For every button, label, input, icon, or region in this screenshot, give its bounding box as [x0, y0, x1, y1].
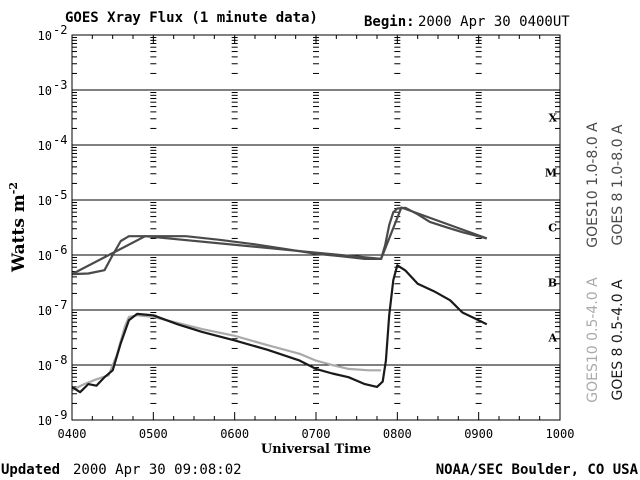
minor-tick-layer [72, 34, 560, 421]
legend-entry-1: GOES 8 1.0-8.0 A [610, 124, 626, 245]
y-tick-base: 10 [38, 249, 52, 263]
y-axis-ticks: 10-910-810-710-610-510-410-310-2 [38, 23, 560, 428]
y-tick-label: 10 [38, 139, 52, 153]
chart-title: GOES Xray Flux (1 minute data) [65, 10, 318, 26]
y-tick-exponent: -4 [53, 133, 67, 147]
legend-entry-2: GOES10 0.5-4.0 A [585, 277, 601, 403]
y-tick-base: 10 [38, 304, 52, 318]
x-tick-label: 0700 [302, 427, 331, 441]
flare-class-X: X [548, 112, 557, 125]
x-tick-label: 0500 [139, 427, 168, 441]
series-line-1 [71, 206, 488, 276]
y-tick-exponent: -8 [53, 353, 67, 367]
series-layer [71, 206, 488, 394]
x-axis-label: Universal Time [261, 442, 371, 457]
flare-class-B: B [548, 277, 557, 290]
x-axis-ticks: 0400 0500 0600 0700 0800 0900 1000 [58, 35, 575, 441]
y-tick-exponent: -2 [53, 23, 67, 37]
y-tick-base: 10 [38, 414, 52, 428]
y-tick-base: 10 [38, 359, 52, 373]
y-tick-label: 10 [38, 194, 52, 208]
legend-entry-0: GOES10 1.0-8.0 A [585, 122, 601, 248]
updated-label: Updated [1, 462, 60, 478]
y-tick-label: 10 [38, 29, 52, 43]
y-tick-label: 10 [38, 359, 52, 373]
updated-value: 2000 Apr 30 09:08:02 [73, 462, 242, 478]
y-tick-base: 10 [38, 29, 52, 43]
y-axis-label-text: Watts m [9, 194, 29, 273]
flare-class-labels: A B C M X [545, 112, 558, 345]
y-tick-label: 10 [38, 304, 52, 318]
flare-class-A: A [547, 332, 557, 345]
y-tick-exponent: -5 [53, 188, 67, 202]
flare-class-C: C [548, 222, 557, 235]
y-axis-label: Watts m-2 [7, 182, 29, 273]
flare-class-M: M [545, 167, 557, 180]
legend: GOES10 1.0-8.0 A GOES 8 1.0-8.0 A GOES10 0… [585, 122, 626, 403]
begin-value: 2000 Apr 30 0400UT [418, 14, 570, 30]
y-tick-base: 10 [38, 84, 52, 98]
x-tick-label: 0800 [383, 427, 412, 441]
y-tick-label: 10 [38, 249, 52, 263]
y-tick-exponent: -6 [53, 243, 67, 257]
y-axis-label-exponent: -2 [7, 182, 20, 194]
y-tick-base: 10 [38, 139, 52, 153]
y-tick-base: 10 [38, 194, 52, 208]
series-line-2 [71, 314, 382, 392]
x-tick-label: 0900 [464, 427, 493, 441]
series-line-3 [71, 264, 488, 394]
x-tick-label: 1000 [546, 427, 575, 441]
legend-entry-3: GOES 8 0.5-4.0 A [610, 279, 626, 400]
y-tick-exponent: -3 [53, 78, 67, 92]
x-tick-label: 0600 [220, 427, 249, 441]
begin-label: Begin: [364, 14, 415, 30]
y-tick-label: 10 [38, 84, 52, 98]
y-tick-exponent: -9 [53, 408, 67, 422]
credit-text: NOAA/SEC Boulder, CO USA [436, 462, 639, 478]
y-tick-label: 10 [38, 414, 52, 428]
x-tick-label: 0400 [58, 427, 87, 441]
y-tick-exponent: -7 [53, 298, 67, 312]
